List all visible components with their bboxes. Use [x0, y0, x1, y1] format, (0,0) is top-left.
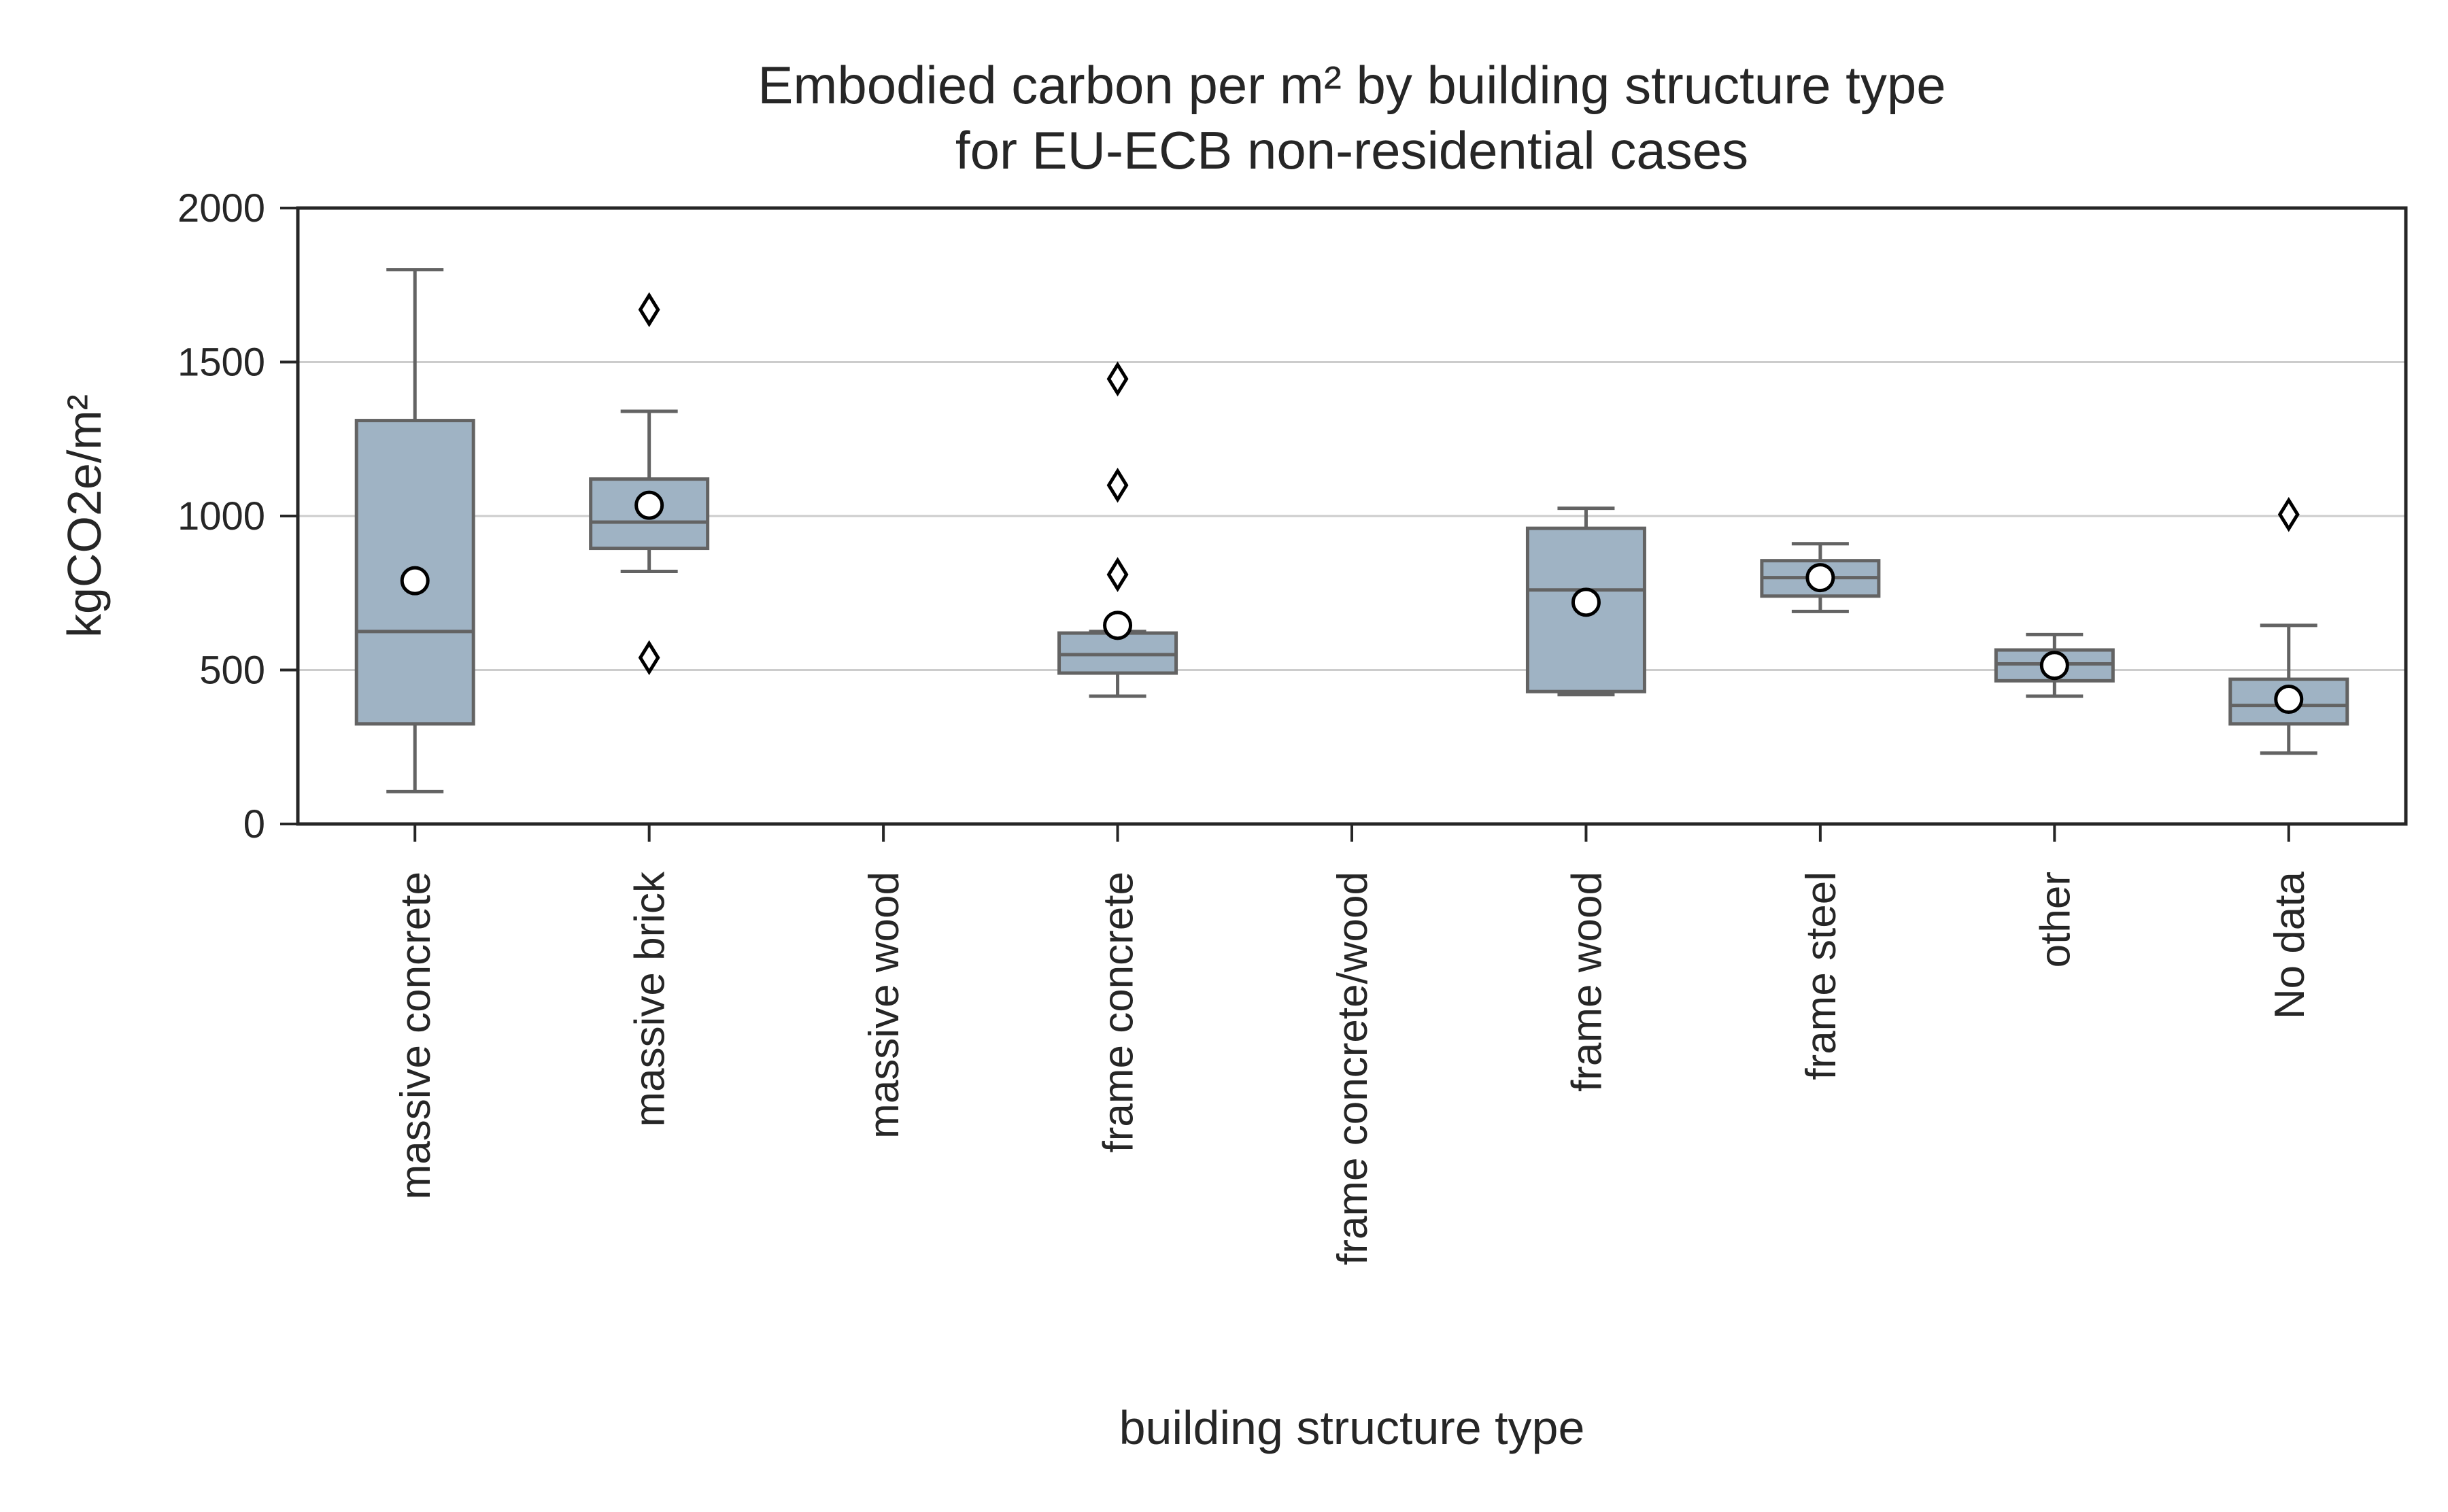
x-tick-label-3: frame concrete	[1095, 872, 1142, 1153]
outlier-1	[638, 640, 660, 676]
chart-title-line-2: for EU-ECB non-residential cases	[955, 120, 1748, 180]
box-1	[589, 292, 710, 676]
box-5	[1525, 506, 1646, 697]
x-tick-label-1: massive brick	[627, 871, 674, 1127]
outlier-2	[1106, 557, 1129, 592]
chart-title-line-1: Embodied carbon per m² by building struc…	[758, 55, 1945, 115]
y-axis-label: kgCO2e/m²	[58, 394, 111, 638]
x-tick-label-7: other	[2032, 872, 2079, 967]
mean-marker	[634, 490, 664, 520]
x-tick-label-0: massive concrete	[392, 872, 439, 1199]
box-0	[354, 268, 475, 793]
outlier-1	[1106, 467, 1129, 503]
plot-marks	[354, 268, 2349, 793]
mean-marker	[2274, 685, 2304, 715]
x-tick-label-2: massive wood	[861, 872, 908, 1139]
y-tick-label-1500: 1500	[177, 341, 265, 385]
mean-marker	[2039, 651, 2069, 681]
box-3	[1057, 361, 1178, 698]
x-axis-label: building structure type	[1119, 1401, 1585, 1454]
mean-marker	[400, 566, 430, 596]
box-7	[1994, 632, 2115, 698]
x-tick-label-6: frame steel	[1798, 872, 1845, 1080]
axes: 0 500 1000 1500 2000 massive concrete massive …	[177, 186, 2313, 1265]
box-8	[2228, 496, 2349, 755]
x-tick-label-4: frame concrete/wood	[1329, 872, 1376, 1265]
mean-marker	[1103, 611, 1133, 640]
y-tick-label-1000: 1000	[177, 494, 265, 538]
y-tick-label-2000: 2000	[177, 186, 265, 230]
outlier-0	[2277, 496, 2300, 532]
outlier-0	[1106, 361, 1129, 397]
x-tick-label-8: No data	[2266, 871, 2313, 1019]
outlier-0	[638, 292, 660, 328]
x-tick-label-5: frame wood	[1563, 872, 1610, 1092]
y-tick-label-500: 500	[199, 649, 265, 693]
mean-marker	[1805, 563, 1835, 593]
y-tick-label-0: 0	[243, 802, 265, 846]
mean-marker	[1571, 587, 1601, 617]
box-6	[1760, 542, 1881, 613]
